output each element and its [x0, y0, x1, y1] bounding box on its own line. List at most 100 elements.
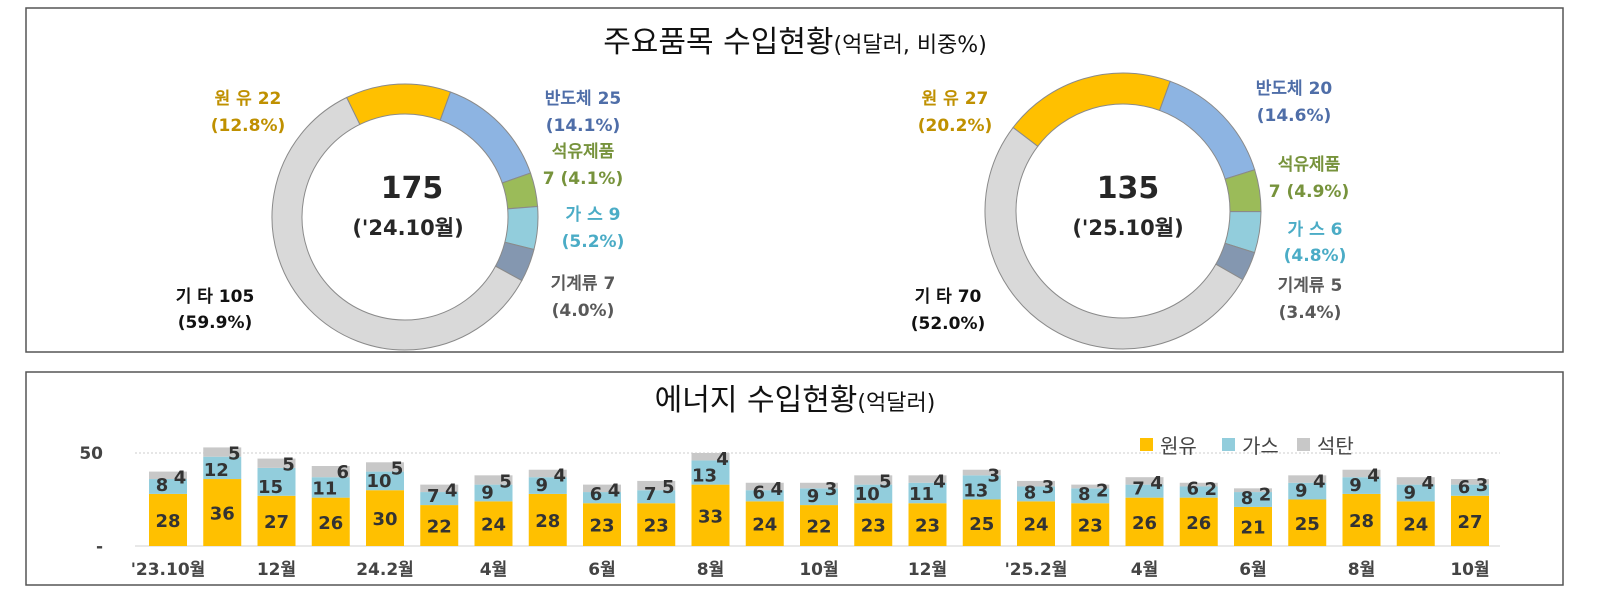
bar-gas-12	[800, 488, 838, 506]
bar-label-gas-16: 8	[1024, 482, 1037, 503]
pct-gas-2: (4.8%)	[1284, 246, 1347, 266]
donut-2-slice-oil	[1012, 72, 1171, 147]
bar-label-oil-1: 36	[210, 504, 235, 525]
bar-label-oil-6: 24	[481, 515, 506, 536]
bar-label-gas-22: 9	[1349, 475, 1362, 496]
bar-gas-8	[583, 492, 621, 504]
pct-oil-1: (12.8%)	[211, 116, 286, 136]
bar-label-gas-24: 6	[1458, 477, 1471, 498]
bar-gas-7	[528, 477, 567, 494]
xtick-7: 12월	[908, 560, 947, 580]
bar-gas-15	[962, 475, 1001, 500]
bar-oil-12	[800, 505, 838, 546]
bar-gas-23	[1396, 484, 1435, 502]
bar-oil-17	[1071, 503, 1110, 546]
bar-label-oil-23: 24	[1403, 515, 1428, 536]
bar-gas-3	[311, 477, 350, 498]
bar-oil-13	[854, 503, 893, 546]
bar-label-coal-17: 2	[1096, 481, 1109, 502]
bar-oil-23	[1396, 501, 1435, 546]
bar-coal-12	[800, 482, 838, 489]
bar-label-coal-8: 4	[608, 481, 621, 502]
bar-label-coal-24: 3	[1476, 475, 1489, 496]
legend-label-gas: 가스	[1242, 434, 1279, 458]
pct-oil-2: (20.2%)	[918, 116, 993, 136]
bar-coal-24	[1451, 479, 1489, 485]
bar-oil-21	[1288, 499, 1327, 546]
bar-label-coal-10: 4	[716, 449, 729, 470]
bar-label-oil-11: 24	[752, 515, 777, 536]
xtick-6: 10월	[799, 560, 838, 580]
bar-label-coal-18: 4	[1150, 473, 1163, 494]
ytick-0: -	[96, 537, 103, 557]
bar-oil-11	[745, 501, 784, 546]
bottom-title: 에너지 수입현황(억달러)	[655, 383, 936, 418]
bar-label-oil-0: 28	[155, 511, 180, 532]
pct-semis-1: (14.1%)	[546, 116, 621, 136]
pct-other-1: (59.9%)	[178, 313, 253, 333]
bar-label-oil-22: 28	[1349, 511, 1374, 532]
bar-coal-7	[528, 469, 567, 478]
bar-coal-16	[1017, 480, 1055, 487]
bar-label-gas-23: 9	[1403, 482, 1416, 503]
bar-label-coal-16: 3	[1042, 477, 1055, 498]
label-petro-2: 석유제품	[1278, 155, 1341, 175]
xtick-4: 6월	[588, 560, 615, 580]
xtick-0: '23.10월	[131, 560, 206, 580]
bar-gas-5	[420, 492, 459, 506]
bar-gas-13	[854, 484, 893, 504]
legend-swatch-oil	[1140, 438, 1153, 451]
bar-coal-18	[1125, 477, 1164, 485]
top-title-unit: (억달러, 비중%)	[834, 33, 987, 58]
bar-label-oil-4: 30	[372, 509, 397, 530]
donut-2-slice-other	[984, 126, 1244, 350]
bar-oil-7	[528, 493, 567, 546]
bar-oil-8	[583, 503, 621, 546]
xtick-2: 24.2월	[356, 560, 414, 580]
bar-label-oil-24: 27	[1457, 512, 1482, 533]
legend-swatch-gas	[1222, 438, 1235, 451]
bar-oil-16	[1017, 501, 1055, 546]
xtick-10: 6월	[1239, 560, 1266, 580]
bar-coal-0	[149, 471, 187, 480]
bar-label-oil-7: 28	[535, 511, 560, 532]
donut-1-period: ('24.10월)	[352, 216, 463, 240]
bar-label-coal-2: 5	[282, 455, 295, 476]
bar-label-oil-16: 24	[1023, 515, 1048, 536]
bar-coal-17	[1071, 484, 1110, 489]
bar-gas-0	[149, 479, 187, 494]
bar-gas-21	[1288, 482, 1327, 500]
bar-gas-14	[908, 482, 947, 504]
bar-label-coal-20: 2	[1259, 484, 1272, 505]
bar-label-gas-6: 9	[481, 482, 494, 503]
label-oil-2: 원 유 27	[922, 89, 989, 109]
xtick-3: 4월	[480, 560, 507, 580]
bar-oil-0	[149, 493, 187, 546]
bar-gas-1	[203, 456, 242, 480]
bar-coal-22	[1342, 469, 1381, 478]
bar-label-oil-2: 27	[264, 512, 289, 533]
label-other-1: 기 타 105	[176, 287, 255, 307]
bar-label-coal-13: 5	[879, 471, 892, 492]
legend-swatch-coal	[1297, 438, 1310, 451]
bar-gas-18	[1125, 484, 1164, 498]
label-gas-1: 가 스 9	[566, 205, 621, 225]
donut-1-total: 175	[381, 171, 444, 206]
donut-1-slice-semis	[439, 91, 532, 184]
top-panel-frame	[25, 7, 1564, 353]
bar-label-gas-7: 9	[535, 475, 548, 496]
bar-label-oil-17: 23	[1078, 516, 1103, 537]
bar-label-coal-19: 2	[1204, 479, 1217, 500]
bar-label-gas-1: 12	[204, 460, 229, 481]
pct-other-2: (52.0%)	[911, 314, 986, 334]
bar-label-coal-14: 4	[933, 471, 946, 492]
bar-label-oil-12: 22	[806, 517, 831, 538]
bar-coal-14	[908, 475, 947, 483]
bar-oil-22	[1342, 493, 1381, 546]
bar-label-coal-5: 4	[445, 481, 458, 502]
bar-label-oil-19: 26	[1186, 513, 1211, 534]
bar-gas-19	[1179, 486, 1218, 498]
bar-label-gas-10: 13	[692, 466, 717, 487]
bar-gas-2	[257, 467, 296, 496]
bar-gas-6	[474, 484, 513, 502]
